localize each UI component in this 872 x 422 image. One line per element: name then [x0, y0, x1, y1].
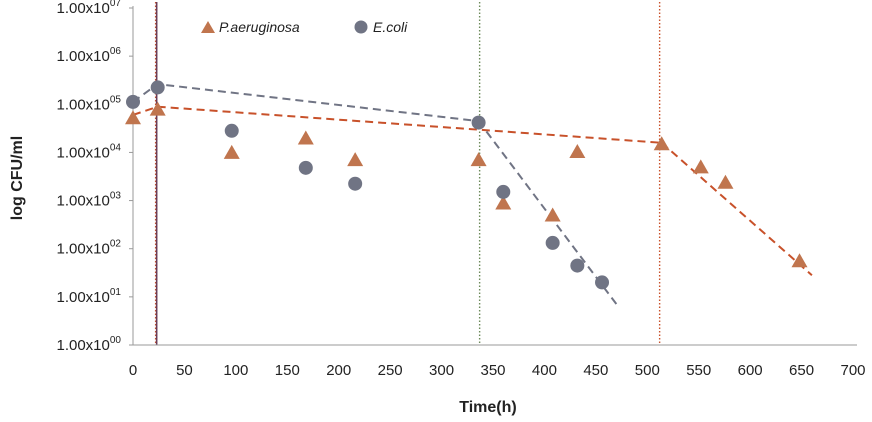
x-tick-label: 200 [326, 362, 351, 379]
p-aeruginosa-point [717, 174, 734, 189]
legend: P.aeruginosa E.coli [201, 19, 408, 35]
p-aeruginosa-point [495, 195, 512, 210]
y-tick-label: 1.00x1003 [56, 191, 121, 210]
trend-line [477, 120, 618, 305]
x-tick-label: 100 [223, 362, 248, 379]
reference-lines [154, 2, 661, 345]
e-coli-point [348, 176, 363, 191]
x-axis-title: Time(h) [459, 399, 516, 416]
x-tick-label: 300 [429, 362, 454, 379]
p-aeruginosa-point [692, 159, 709, 174]
trend-lines [132, 83, 813, 305]
e-coli-point [595, 275, 610, 290]
legend-label-p-aeruginosa: P.aeruginosa [219, 19, 300, 35]
p-aeruginosa-point [544, 207, 561, 222]
y-axis-title: log CFU/ml [9, 136, 26, 220]
x-tick-label: 600 [738, 362, 763, 379]
x-tick-label: 50 [176, 362, 193, 379]
p-aeruginosa-point [470, 152, 487, 167]
x-tick-label: 0 [129, 362, 137, 379]
trend-line [661, 142, 813, 276]
x-tick-label: 250 [378, 362, 403, 379]
y-tick-label: 1.00x1006 [56, 46, 121, 65]
p-aeruginosa-point [149, 101, 166, 116]
y-tick-label: 1.00x1002 [56, 239, 121, 258]
data-markers [125, 80, 808, 290]
p-aeruginosa-point [791, 253, 808, 268]
e-coli-point [150, 80, 165, 95]
x-tick-label: 450 [583, 362, 608, 379]
e-coli-point [126, 94, 140, 109]
e-coli-point [570, 258, 585, 273]
x-tick-label: 350 [480, 362, 505, 379]
trend-line [132, 83, 479, 123]
y-tick-label: 1.00x1005 [56, 94, 121, 113]
legend-marker-e-coli [354, 20, 368, 34]
y-tick-label: 1.00x1000 [56, 335, 121, 354]
p-aeruginosa-point [223, 144, 240, 159]
e-coli-point [298, 160, 313, 175]
p-aeruginosa-point [653, 136, 670, 151]
y-tick-label: 1.00x1007 [56, 0, 121, 17]
legend-label-e-coli: E.coli [373, 19, 408, 35]
x-tick-label: 150 [275, 362, 300, 379]
y-tick-label: 1.00x1004 [56, 142, 121, 161]
legend-marker-p-aeruginosa [201, 21, 215, 33]
x-tick-label: 700 [840, 362, 865, 379]
y-tick-label: 1.00x1001 [56, 287, 121, 306]
e-coli-point [545, 235, 560, 250]
p-aeruginosa-point [347, 152, 364, 167]
p-aeruginosa-point [569, 143, 586, 158]
x-tick-label: 550 [686, 362, 711, 379]
axes: 0 50 100 150 200 250 300 350 400 450 500 550 600 650 7… [56, 0, 865, 379]
e-coli-point [496, 184, 511, 199]
e-coli-point [224, 123, 239, 138]
p-aeruginosa-point [125, 110, 141, 125]
x-tick-label: 500 [635, 362, 660, 379]
x-tick-label: 650 [789, 362, 814, 379]
p-aeruginosa-point [297, 130, 314, 145]
trend-line [132, 105, 662, 144]
e-coli-point [471, 115, 486, 130]
x-tick-label: 400 [532, 362, 557, 379]
